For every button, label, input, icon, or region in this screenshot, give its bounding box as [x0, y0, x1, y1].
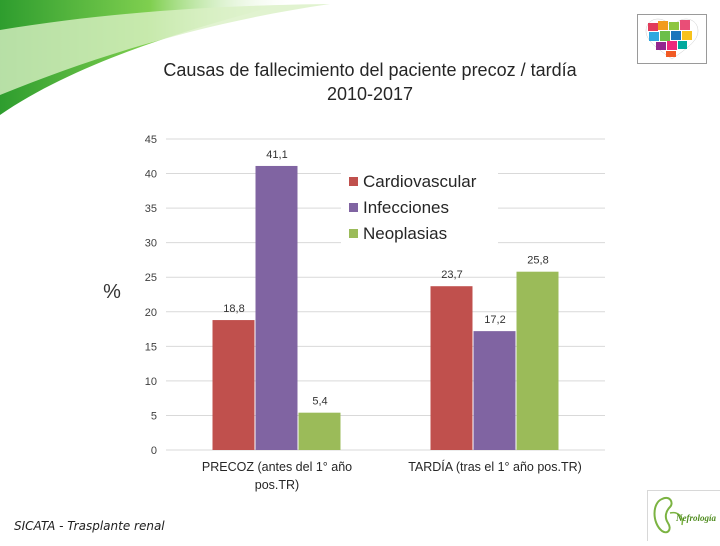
- heart-logo: [637, 14, 707, 64]
- bar-infecciones-1: [473, 331, 516, 450]
- x-category-label: PRECOZ (antes del 1° año: [202, 460, 352, 474]
- legend-swatch: [349, 229, 358, 238]
- legend-box: [341, 168, 498, 245]
- y-tick-label: 0: [151, 445, 157, 457]
- legend-swatch: [349, 203, 358, 212]
- kidney-logo-icon: Nefrología: [653, 497, 716, 534]
- data-label: 5,4: [312, 396, 327, 408]
- y-tick-label: 35: [145, 203, 157, 215]
- slide-title: Causas de fallecimiento del paciente pre…: [80, 58, 660, 106]
- data-label: 17,2: [484, 314, 505, 326]
- title-line-1: Causas de fallecimiento del paciente pre…: [163, 60, 577, 80]
- y-tick-label: 45: [145, 134, 157, 146]
- bar-neoplasias-0: [298, 412, 341, 450]
- y-axis-label: %: [103, 281, 121, 303]
- legend-entry: Infecciones: [363, 198, 449, 217]
- legend-entry: Neoplasias: [363, 224, 447, 243]
- y-tick-label: 5: [151, 410, 157, 422]
- heart-logo-icon: [645, 18, 699, 60]
- bar-infecciones-0: [255, 165, 298, 450]
- y-tick-label: 25: [145, 272, 157, 284]
- bars: 18,8 41,1 5,4 23,7 17,2 25,8: [212, 149, 559, 450]
- y-tick-label: 20: [145, 307, 157, 319]
- y-tick-label: 30: [145, 238, 157, 250]
- title-line-2: 2010-2017: [326, 84, 414, 104]
- bar-cardiovascular-0: [212, 320, 255, 450]
- bar-cardiovascular-1: [430, 286, 473, 450]
- x-category-label: pos.TR): [255, 478, 299, 492]
- x-category-label: TARDÍA (tras el 1° año pos.TR): [408, 459, 582, 474]
- legend-swatch: [349, 177, 358, 186]
- x-axis-categories: PRECOZ (antes del 1° año pos.TR) TARDÍA (t…: [202, 459, 582, 492]
- data-label: 25,8: [527, 255, 548, 267]
- y-tick-label: 40: [145, 169, 157, 181]
- legend: Cardiovascular Infecciones Neoplasias: [341, 168, 498, 245]
- y-axis-ticks: 0 5 10 15 20 25 30 35 40 45: [145, 134, 157, 457]
- data-label: 18,8: [223, 303, 244, 315]
- footer-text: SICATA - Trasplante renal: [14, 519, 165, 533]
- nefrologia-logo-text: Nefrología: [675, 513, 716, 523]
- data-label: 23,7: [441, 269, 462, 281]
- bar-neoplasias-1: [516, 271, 559, 450]
- legend-entry: Cardiovascular: [363, 172, 477, 191]
- data-label: 41,1: [266, 149, 287, 161]
- y-tick-label: 10: [145, 376, 157, 388]
- y-tick-label: 15: [145, 341, 157, 353]
- nefrologia-logo: Nefrología: [647, 490, 720, 541]
